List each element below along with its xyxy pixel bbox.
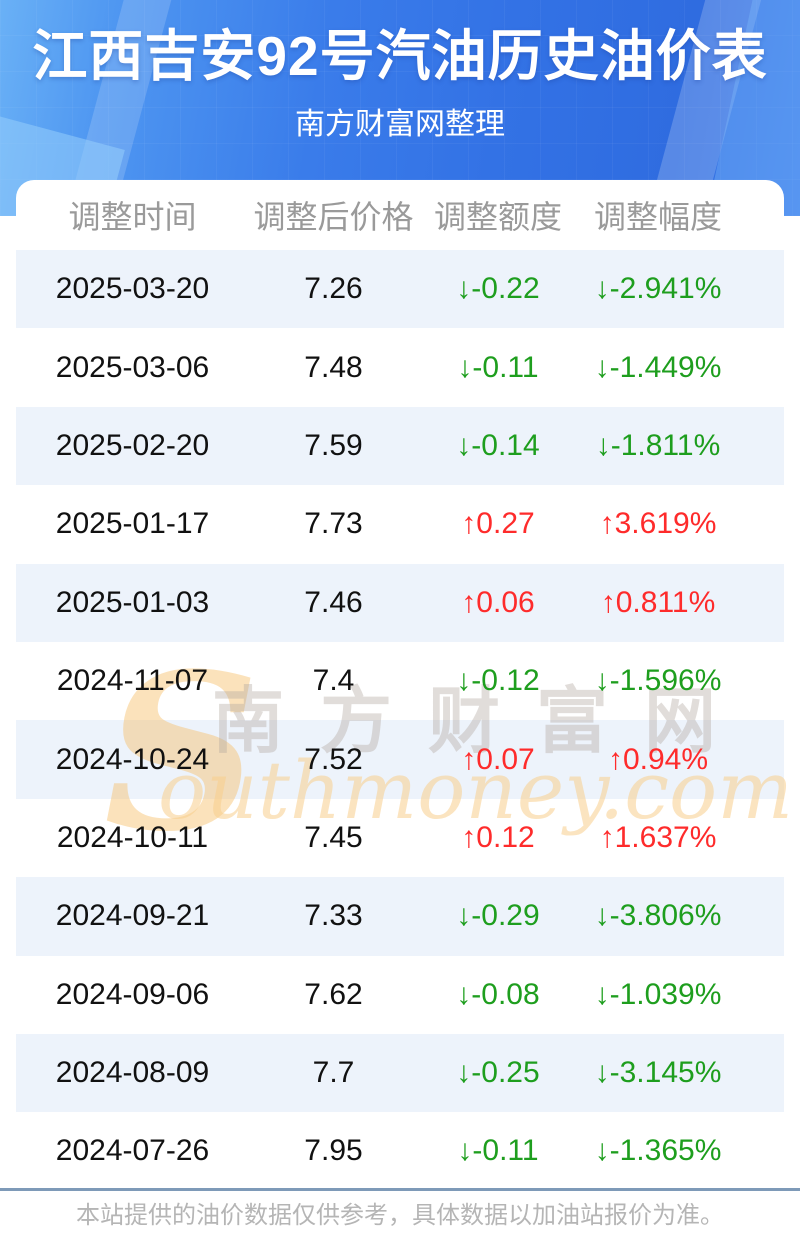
- column-header-change: 调整额度: [433, 199, 562, 235]
- page-subtitle: 南方财富网整理: [295, 108, 505, 141]
- table-row: 2024-09-06 7.62 ↓-0.08 ↓-1.039%: [16, 956, 784, 1034]
- cell-price: 7.59: [304, 428, 363, 462]
- cell-price: 7.73: [304, 507, 363, 541]
- cell-price: 7.62: [304, 977, 363, 1011]
- cell-price: 7.48: [304, 350, 363, 384]
- cell-percent: ↓-1.596%: [594, 664, 722, 698]
- footer-note: 本站提供的油价数据仅供参考，具体数据以加油站报价为准。: [0, 1193, 800, 1238]
- cell-date: 2024-09-21: [55, 899, 210, 933]
- table-row: 2025-02-20 7.59 ↓-0.14 ↓-1.811%: [16, 406, 784, 486]
- cell-change: ↓-0.11: [457, 1134, 539, 1168]
- header-banner: 江西吉安92号汽油历史油价表 南方财富网整理: [0, 0, 800, 216]
- cell-date: 2025-03-06: [55, 350, 210, 384]
- cell-percent: ↑0.94%: [607, 742, 709, 776]
- cell-price: 7.45: [304, 820, 363, 854]
- cell-price: 7.52: [304, 742, 363, 776]
- table-card: 调整时间 调整后价格 调整额度 调整幅度 2025-03-20 7.26 ↓-0…: [16, 180, 784, 1191]
- table-row: 2024-10-11 7.45 ↑0.12 ↑1.637%: [16, 799, 784, 877]
- cell-percent: ↓-1.449%: [594, 350, 722, 384]
- cell-percent: ↑0.811%: [600, 585, 716, 619]
- table-header-row: 调整时间 调整后价格 调整额度 调整幅度: [16, 180, 784, 250]
- cell-percent: ↓-1.811%: [595, 428, 721, 462]
- cell-change: ↓-0.25: [456, 1056, 540, 1090]
- column-header-time: 调整时间: [68, 199, 197, 235]
- cell-percent: ↑1.637%: [599, 820, 717, 854]
- footer-divider: [0, 1188, 800, 1191]
- cell-change: ↓-0.22: [456, 272, 540, 306]
- table-row: 2024-09-21 7.33 ↓-0.29 ↓-3.806%: [16, 877, 784, 956]
- cell-price: 7.26: [304, 272, 363, 306]
- column-header-percent: 调整幅度: [593, 199, 722, 235]
- cell-percent: ↓-3.145%: [594, 1056, 722, 1090]
- cell-date: 2025-01-03: [55, 585, 210, 619]
- cell-percent: ↓-2.941%: [594, 272, 722, 306]
- cell-date: 2024-08-09: [55, 1056, 210, 1090]
- cell-price: 7.33: [304, 899, 363, 933]
- cell-change: ↓-0.14: [456, 428, 540, 462]
- cell-price: 7.7: [312, 1056, 355, 1090]
- cell-date: 2024-09-06: [55, 977, 210, 1011]
- table-row: 2025-03-06 7.48 ↓-0.11 ↓-1.449%: [16, 328, 784, 406]
- cell-date: 2024-10-24: [55, 742, 210, 776]
- table-row: 2025-01-17 7.73 ↑0.27 ↑3.619%: [16, 485, 784, 563]
- cell-change: ↓-0.08: [456, 977, 540, 1011]
- cell-date: 2024-07-26: [55, 1134, 210, 1168]
- cell-price: 7.46: [304, 585, 363, 619]
- table-row: 2024-11-07 7.4 ↓-0.12 ↓-1.596%: [16, 642, 784, 720]
- cell-date: 2025-03-20: [55, 272, 210, 306]
- cell-change: ↓-0.11: [457, 350, 539, 384]
- table-row: 2024-08-09 7.7 ↓-0.25 ↓-3.145%: [16, 1033, 784, 1113]
- table-row: 2024-10-24 7.52 ↑0.07 ↑0.94%: [16, 720, 784, 799]
- table-row: 2025-03-20 7.26 ↓-0.22 ↓-2.941%: [16, 250, 784, 329]
- cell-change: ↓-0.29: [456, 899, 540, 933]
- cell-price: 7.4: [312, 664, 355, 698]
- cell-change: ↑0.27: [461, 507, 535, 541]
- cell-change: ↑0.12: [461, 820, 535, 854]
- cell-date: 2024-10-11: [56, 820, 209, 854]
- cell-change: ↓-0.12: [456, 664, 540, 698]
- table-row: 2024-07-26 7.95 ↓-0.11 ↓-1.365%: [16, 1112, 784, 1190]
- cell-price: 7.95: [304, 1134, 363, 1168]
- cell-date: 2025-01-17: [55, 507, 210, 541]
- column-header-price: 调整后价格: [253, 199, 414, 235]
- cell-change: ↑0.07: [461, 742, 535, 776]
- cell-change: ↑0.06: [461, 585, 535, 619]
- cell-percent: ↓-1.039%: [594, 977, 722, 1011]
- table-body: 2025-03-20 7.26 ↓-0.22 ↓-2.941% 2025-03-…: [16, 250, 784, 1191]
- cell-percent: ↓-3.806%: [594, 899, 722, 933]
- cell-percent: ↑3.619%: [599, 507, 717, 541]
- page-title: 江西吉安92号汽油历史油价表: [32, 25, 768, 87]
- cell-date: 2025-02-20: [55, 428, 210, 462]
- cell-date: 2024-11-07: [56, 664, 209, 698]
- table-row: 2025-01-03 7.46 ↑0.06 ↑0.811%: [16, 563, 784, 642]
- cell-percent: ↓-1.365%: [594, 1134, 722, 1168]
